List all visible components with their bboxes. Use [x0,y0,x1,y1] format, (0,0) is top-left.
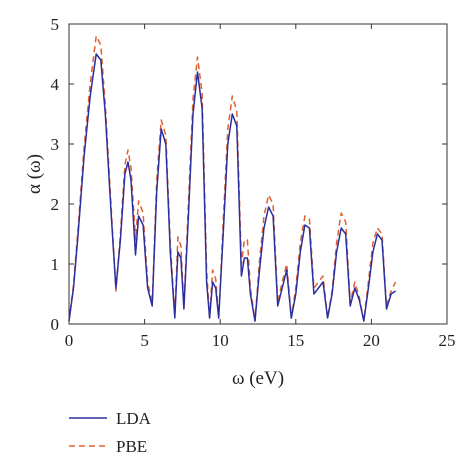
y-tick-label: 3 [51,135,60,154]
series-layer [68,35,397,322]
y-tick-label: 1 [51,255,60,274]
legend-label-lda: LDA [116,409,152,428]
y-tick-label: 0 [51,315,60,334]
y-tick-label: 2 [51,195,60,214]
x-tick-label: 15 [287,331,304,350]
legend-label-pbe: PBE [116,437,147,456]
series-line-pbe [68,35,397,322]
axis-ticks: 0 5 10 15 20 25 0 1 2 3 4 5 [51,15,456,350]
y-axis-label: α (ω) [24,154,45,194]
y-tick-label: 5 [51,15,60,34]
x-tick-label: 10 [212,331,229,350]
x-tick-label: 25 [439,331,456,350]
x-tick-label: 0 [65,331,74,350]
legend: LDA PBE [69,409,152,456]
y-tick-label: 4 [51,75,60,94]
x-axis-label: ω (eV) [232,368,284,389]
plot-frame [68,23,448,325]
series-line-lda [68,53,397,322]
x-tick-label: 20 [363,331,380,350]
x-tick-label: 5 [140,331,149,350]
